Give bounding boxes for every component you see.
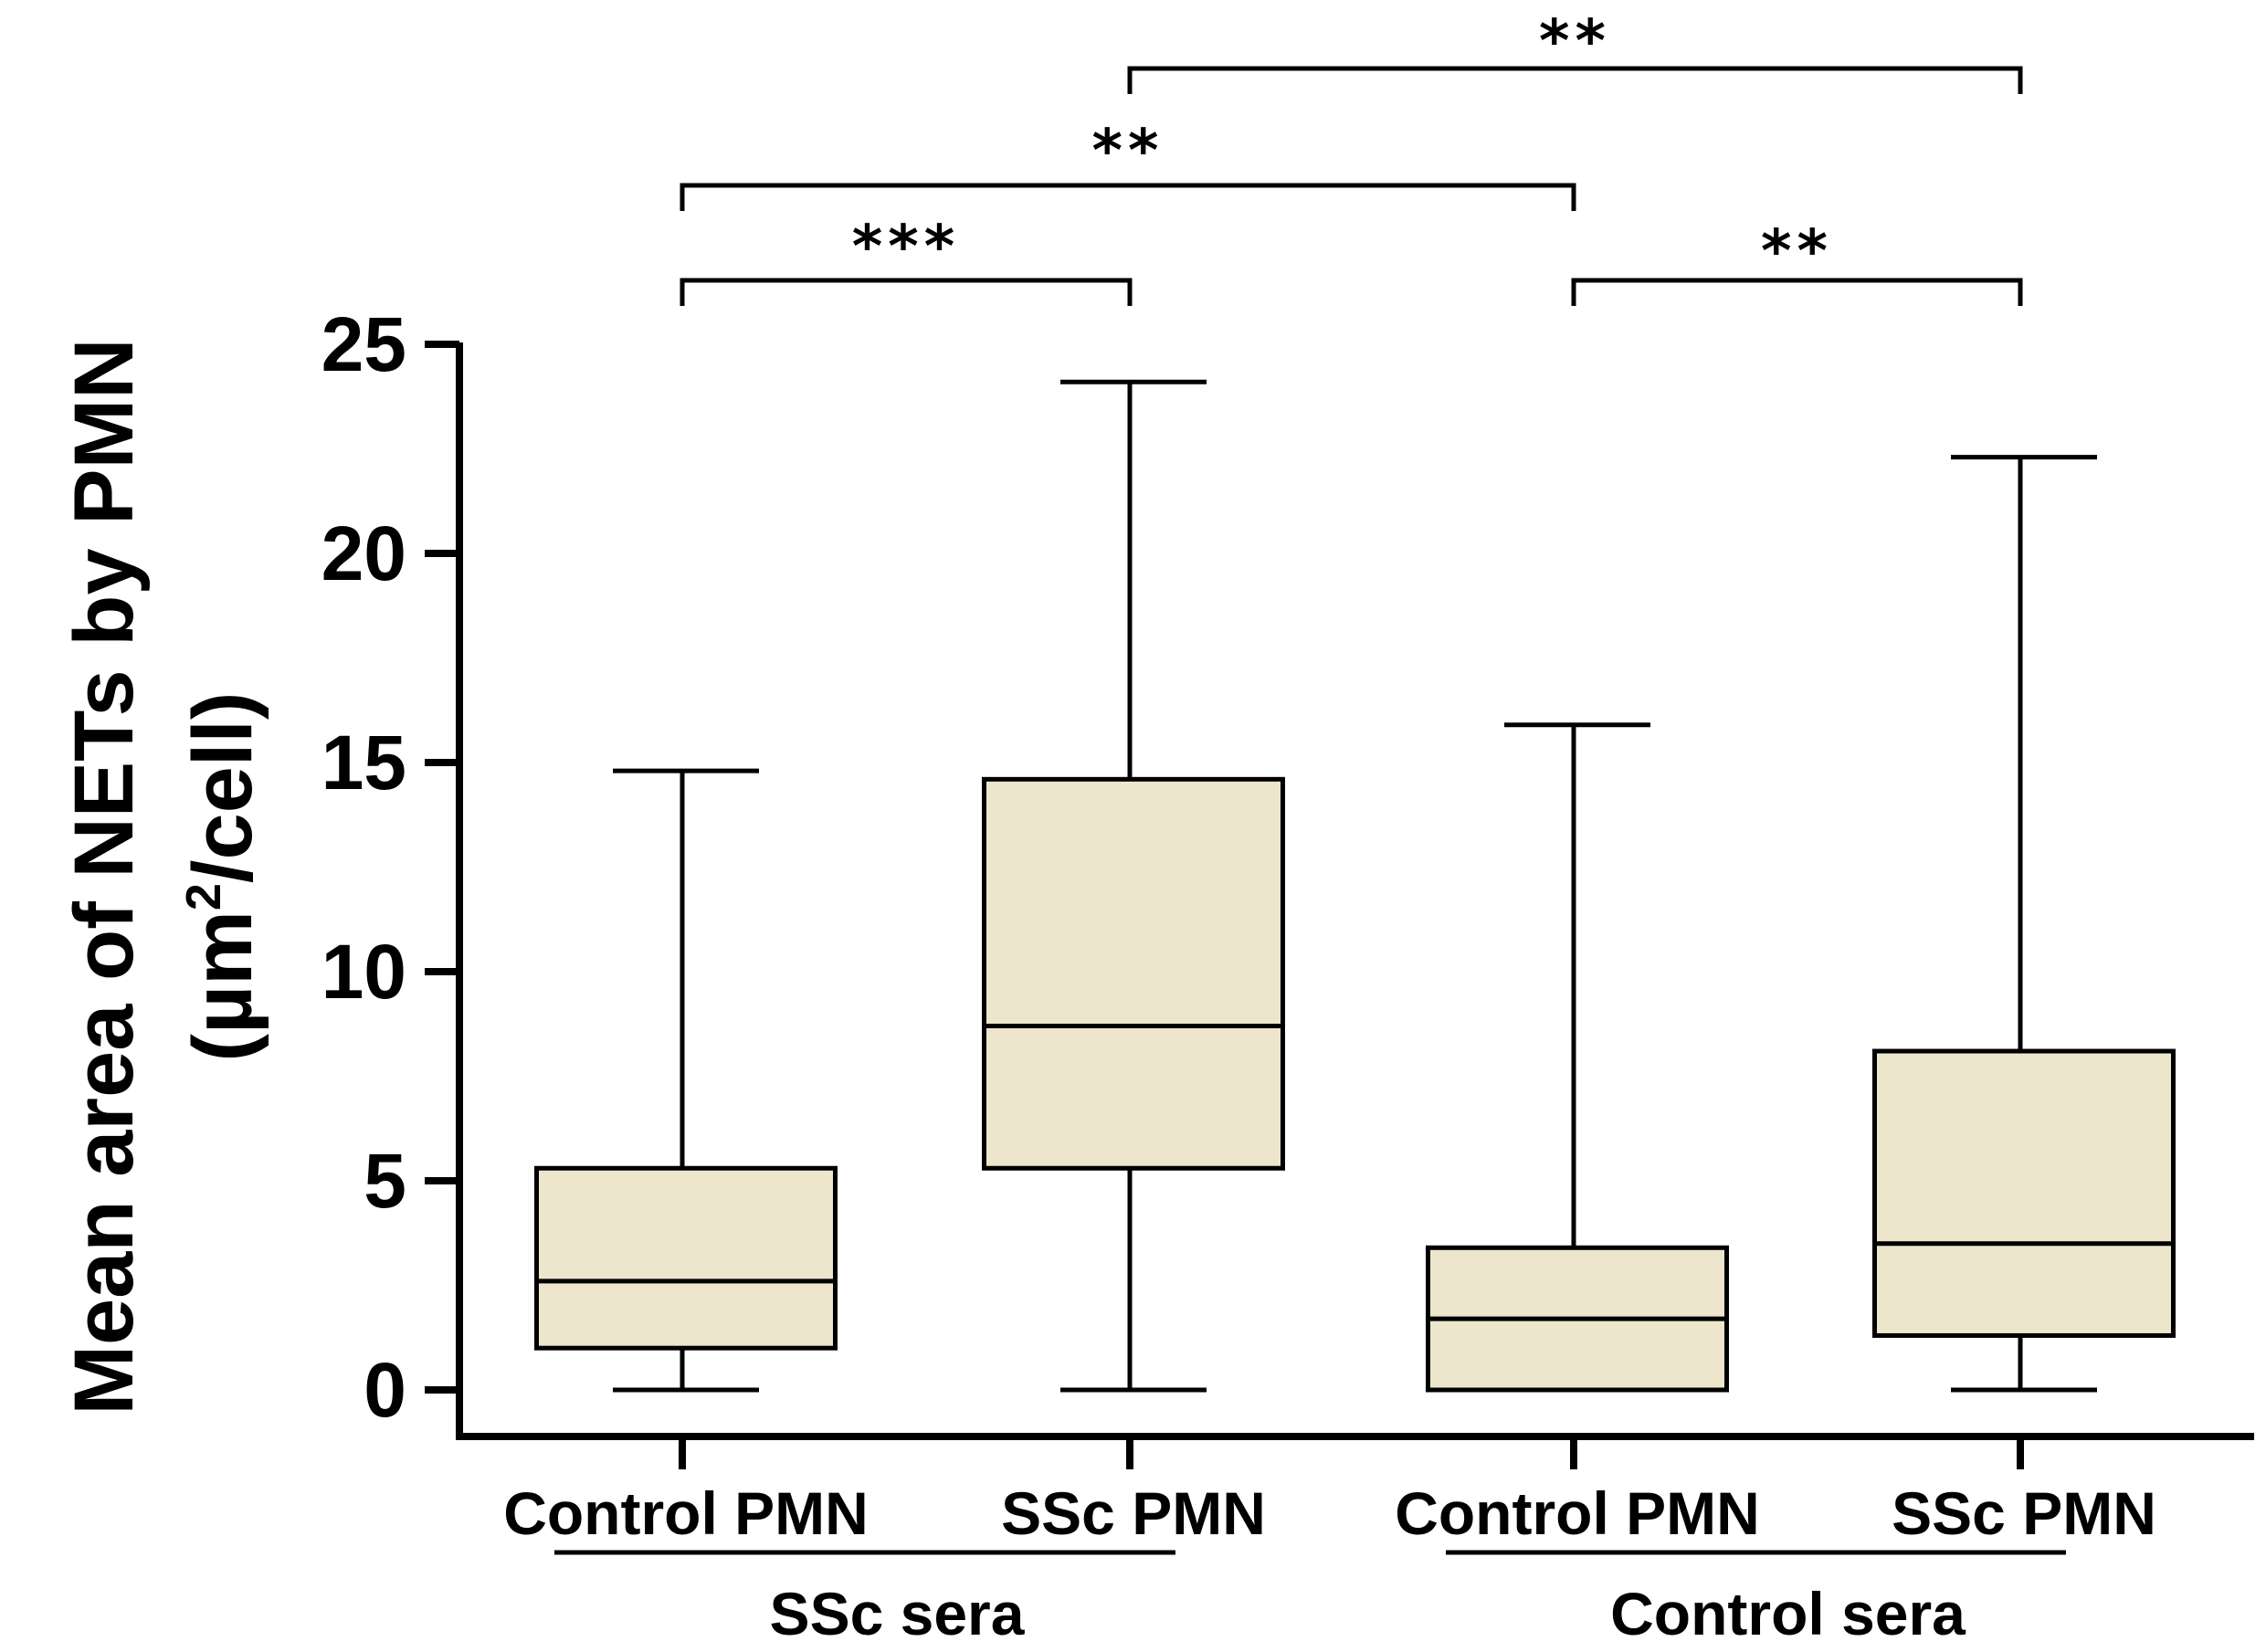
significance-label: **	[1761, 218, 1833, 286]
significance-bracket: ***	[680, 214, 1133, 306]
y-tick-label: 0	[364, 1347, 406, 1433]
y-axis-title-line2: (µm2/cell)	[176, 691, 269, 1061]
significance-label: **	[1092, 118, 1165, 185]
bracket-line	[1571, 278, 2023, 306]
x-axis: Control PMN SSc PMN Control PMN SSc PMN	[456, 1433, 2254, 1547]
y-tick-label: 10	[321, 929, 406, 1015]
significance-label: **	[1539, 8, 1611, 76]
x-tick-label: SSc PMN	[1001, 1479, 1266, 1547]
y-tick-label: 25	[321, 301, 406, 387]
y-axis-title-line1: Mean area of NETs by PMN	[58, 338, 151, 1415]
y-tick-label: 15	[321, 720, 406, 805]
y-tick-label: 5	[364, 1138, 406, 1224]
significance-bracket: **	[1571, 218, 2023, 306]
significance-label: ***	[852, 214, 960, 281]
group-label-text: SSc sera	[770, 1580, 1026, 1647]
box-plot-item	[1426, 722, 1729, 1393]
group-label: Control sera	[1446, 1550, 2066, 1647]
y-tick-label: 20	[321, 510, 406, 596]
x-tick-label: Control PMN	[1395, 1479, 1760, 1547]
group-label: SSc sera	[554, 1550, 1175, 1647]
x-tick-label: Control PMN	[503, 1479, 869, 1547]
iqr-box	[1872, 1048, 2176, 1338]
bracket-line	[680, 183, 1576, 211]
x-tick-label: SSc PMN	[1892, 1479, 2156, 1547]
group-labels-layer: SSc sera Control sera	[554, 1550, 2066, 1647]
iqr-box	[982, 776, 1285, 1171]
group-label-text: Control sera	[1610, 1580, 1966, 1647]
box-plot-item	[982, 379, 1285, 1393]
y-axis-title: Mean area of NETs by PMN (µm2/cell)	[58, 338, 269, 1415]
significance-bracket: **	[1127, 8, 2023, 94]
bracket-line	[680, 278, 1133, 306]
box-plot-item	[534, 768, 838, 1393]
y-axis: 0 5 10 15 20 25	[321, 301, 463, 1440]
bracket-line	[1127, 66, 2023, 94]
iqr-box	[534, 1165, 838, 1351]
box-plot-item	[1872, 455, 2176, 1393]
significance-bracket: **	[680, 118, 1576, 211]
significance-layer: *** ******	[680, 8, 2023, 306]
boxes-layer	[534, 379, 2176, 1393]
